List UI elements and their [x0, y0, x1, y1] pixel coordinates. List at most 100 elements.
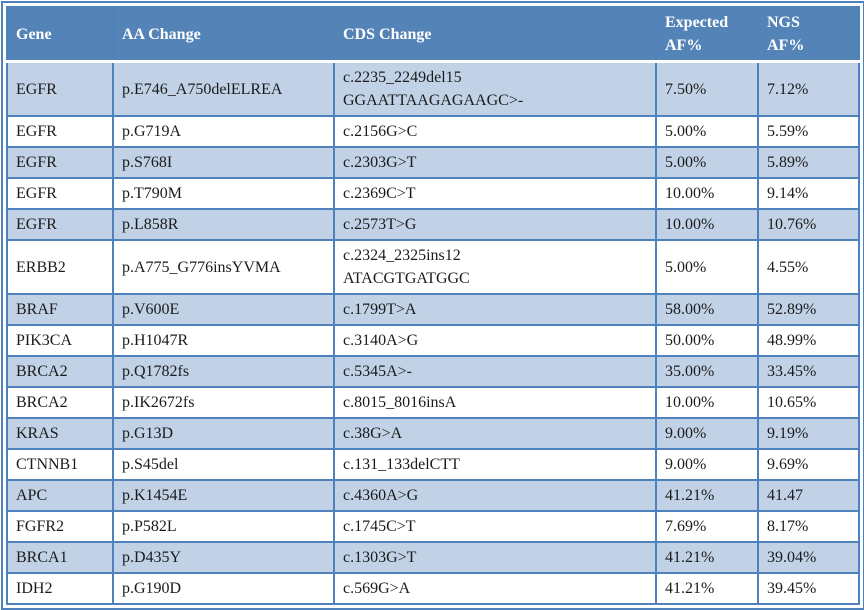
cell-expected: 58.00%	[655, 293, 759, 326]
cell-aa: p.V600E	[112, 293, 335, 326]
cell-gene: EGFR	[6, 115, 114, 148]
cell-expected: 5.00%	[655, 115, 759, 148]
cell-aa: p.E746_A750delELREA	[112, 60, 335, 117]
cell-aa: p.Q1782fs	[112, 355, 335, 388]
cell-aa: p.S768I	[112, 146, 335, 179]
cell-cds: c.2324_2325ins12 ATACGTGATGGC	[333, 239, 657, 295]
cell-aa: p.T790M	[112, 177, 335, 210]
cell-ngs: 9.19%	[757, 417, 860, 450]
cell-ngs: 8.17%	[757, 510, 860, 543]
cell-gene: BRCA1	[6, 541, 114, 574]
column-header-gene: Gene	[6, 6, 114, 63]
cell-expected: 50.00%	[655, 324, 759, 357]
table-row: APC p.K1454E c.4360A>G 41.21% 41.47	[6, 479, 860, 512]
cell-ngs: 33.45%	[757, 355, 860, 388]
cell-expected: 10.00%	[655, 386, 759, 419]
cell-expected: 9.00%	[655, 417, 759, 450]
table-row: EGFR p.G719A c.2156G>C 5.00% 5.59%	[6, 115, 860, 148]
cell-aa: p.G190D	[112, 572, 335, 605]
cell-expected: 10.00%	[655, 177, 759, 210]
column-header-ngs-af: NGS AF%	[757, 6, 860, 63]
cell-cds: c.2369C>T	[333, 177, 657, 210]
cell-expected: 10.00%	[655, 208, 759, 241]
cell-cds: c.131_133delCTT	[333, 448, 657, 481]
table-body: EGFR p.E746_A750delELREA c.2235_2249del15 …	[6, 60, 860, 605]
cell-ngs: 4.55%	[757, 239, 860, 295]
cell-cds: c.2235_2249del15 GGAATTAAGAGAAGC>-	[333, 60, 657, 117]
cell-cds: c.5345A>-	[333, 355, 657, 388]
cell-cds: c.8015_8016insA	[333, 386, 657, 419]
cell-cds: c.569G>A	[333, 572, 657, 605]
cell-gene: CTNNB1	[6, 448, 114, 481]
cell-aa: p.IK2672fs	[112, 386, 335, 419]
cell-ngs: 5.59%	[757, 115, 860, 148]
table-row: EGFR p.T790M c.2369C>T 10.00% 9.14%	[6, 177, 860, 210]
table-row: EGFR p.E746_A750delELREA c.2235_2249del15 …	[6, 60, 860, 117]
cell-aa: p.G719A	[112, 115, 335, 148]
cell-expected: 7.69%	[655, 510, 759, 543]
cell-gene: IDH2	[6, 572, 114, 605]
cell-cds: c.2156G>C	[333, 115, 657, 148]
cell-gene: KRAS	[6, 417, 114, 450]
cell-cds: c.1745C>T	[333, 510, 657, 543]
cell-ngs: 10.65%	[757, 386, 860, 419]
cell-expected: 35.00%	[655, 355, 759, 388]
table-row: EGFR p.L858R c.2573T>G 10.00% 10.76%	[6, 208, 860, 241]
cell-cds: c.1799T>A	[333, 293, 657, 326]
cell-gene: BRAF	[6, 293, 114, 326]
table-row: ERBB2 p.A775_G776insYVMA c.2324_2325ins12 …	[6, 239, 860, 295]
cell-ngs: 48.99%	[757, 324, 860, 357]
cell-cds: c.2303G>T	[333, 146, 657, 179]
cell-gene: BRCA2	[6, 386, 114, 419]
table-row: PIK3CA p.H1047R c.3140A>G 50.00% 48.99%	[6, 324, 860, 357]
table-row: CTNNB1 p.S45del c.131_133delCTT 9.00% 9.69%	[6, 448, 860, 481]
cell-ngs: 52.89%	[757, 293, 860, 326]
cell-aa: p.A775_G776insYVMA	[112, 239, 335, 295]
cell-expected: 41.21%	[655, 541, 759, 574]
table-row: BRCA2 p.Q1782fs c.5345A>- 35.00% 33.45%	[6, 355, 860, 388]
cell-ngs: 5.89%	[757, 146, 860, 179]
cell-ngs: 9.69%	[757, 448, 860, 481]
cell-ngs: 41.47	[757, 479, 860, 512]
table-row: EGFR p.S768I c.2303G>T 5.00% 5.89%	[6, 146, 860, 179]
column-header-expected-af: Expected AF%	[655, 6, 759, 63]
variant-table: Gene AA Change CDS Change Expected AF% N…	[6, 6, 860, 605]
cell-aa: p.H1047R	[112, 324, 335, 357]
cell-ngs: 39.04%	[757, 541, 860, 574]
cell-cds: c.1303G>T	[333, 541, 657, 574]
table-row: BRCA1 p.D435Y c.1303G>T 41.21% 39.04%	[6, 541, 860, 574]
cell-expected: 41.21%	[655, 572, 759, 605]
cell-gene: APC	[6, 479, 114, 512]
column-header-cds-change: CDS Change	[333, 6, 657, 63]
cell-gene: FGFR2	[6, 510, 114, 543]
cell-gene: EGFR	[6, 146, 114, 179]
cell-cds: c.38G>A	[333, 417, 657, 450]
cell-aa: p.G13D	[112, 417, 335, 450]
cell-cds: c.3140A>G	[333, 324, 657, 357]
header-row: Gene AA Change CDS Change Expected AF% N…	[6, 6, 860, 63]
cell-ngs: 39.45%	[757, 572, 860, 605]
cell-aa: p.L858R	[112, 208, 335, 241]
cell-aa: p.P582L	[112, 510, 335, 543]
table-row: BRAF p.V600E c.1799T>A 58.00% 52.89%	[6, 293, 860, 326]
cell-ngs: 9.14%	[757, 177, 860, 210]
cell-expected: 7.50%	[655, 60, 759, 117]
cell-expected: 5.00%	[655, 239, 759, 295]
cell-aa: p.S45del	[112, 448, 335, 481]
cell-cds: c.4360A>G	[333, 479, 657, 512]
cell-expected: 5.00%	[655, 146, 759, 179]
cell-gene: EGFR	[6, 60, 114, 117]
table-row: KRAS p.G13D c.38G>A 9.00% 9.19%	[6, 417, 860, 450]
cell-expected: 9.00%	[655, 448, 759, 481]
table-row: BRCA2 p.IK2672fs c.8015_8016insA 10.00% 10.6…	[6, 386, 860, 419]
cell-gene: EGFR	[6, 208, 114, 241]
cell-ngs: 7.12%	[757, 60, 860, 117]
cell-ngs: 10.76%	[757, 208, 860, 241]
cell-aa: p.K1454E	[112, 479, 335, 512]
cell-expected: 41.21%	[655, 479, 759, 512]
cell-gene: BRCA2	[6, 355, 114, 388]
cell-gene: ERBB2	[6, 239, 114, 295]
cell-gene: EGFR	[6, 177, 114, 210]
table-row: IDH2 p.G190D c.569G>A 41.21% 39.45%	[6, 572, 860, 605]
